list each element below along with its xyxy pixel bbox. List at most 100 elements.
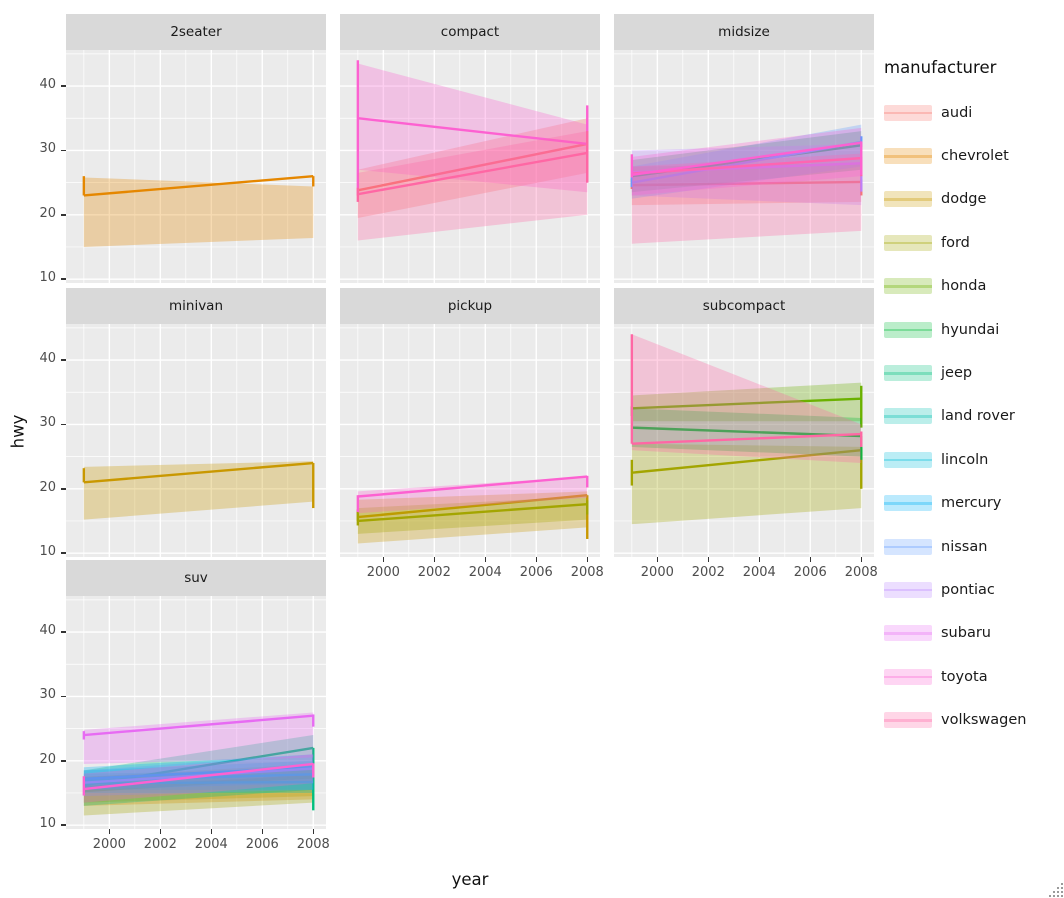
legend-key-lincoln-icon bbox=[884, 451, 932, 468]
x-axis-tick-label: 2000 bbox=[366, 565, 400, 580]
y-axis-tick-mark bbox=[61, 359, 66, 361]
legend-key-line bbox=[884, 632, 932, 635]
legend-items: audi chevrolet dodge ford honda hyundai jeep la… bbox=[884, 91, 1062, 742]
legend-key-jeep-icon bbox=[884, 365, 932, 382]
facet-strip-label: 2seater bbox=[170, 24, 222, 40]
y-axis-tick-mark bbox=[61, 278, 66, 280]
y-axis-tick-label: 20 bbox=[39, 205, 56, 221]
confidence-ribbon-volkswagen bbox=[631, 334, 862, 464]
legend-item-ford: ford bbox=[884, 221, 1062, 264]
legend-item-label: dodge bbox=[941, 191, 987, 208]
legend-key-hyundai-icon bbox=[884, 321, 932, 338]
resize-grip-dot bbox=[1061, 883, 1063, 885]
legend: manufacturer audi chevrolet dodge ford honda… bbox=[884, 58, 1062, 742]
legend-key-line bbox=[884, 372, 932, 375]
trend-line-toyota bbox=[357, 117, 588, 146]
legend-key-line bbox=[884, 285, 932, 288]
confidence-ribbon-dodge bbox=[83, 461, 314, 520]
confidence-ribbon-volkswagen bbox=[631, 153, 862, 244]
confidence-ribbon-chevrolet bbox=[83, 177, 314, 247]
x-axis-tick-label: 2002 bbox=[691, 565, 725, 580]
confidence-ribbon-toyota bbox=[357, 476, 588, 514]
trend-line-ford bbox=[357, 503, 588, 523]
trend-line-toyota bbox=[83, 762, 314, 791]
panel-background bbox=[66, 50, 326, 283]
x-axis-tick-mark bbox=[758, 557, 761, 562]
resize-grip-dot bbox=[1061, 891, 1063, 893]
x-axis-title: year bbox=[451, 870, 489, 889]
legend-key-line bbox=[884, 719, 932, 722]
legend-item-label: pontiac bbox=[941, 581, 995, 598]
y-axis-tick-label: 40 bbox=[39, 77, 56, 93]
y-axis-tick-mark bbox=[61, 149, 66, 152]
facet-panel-2seater bbox=[66, 50, 326, 283]
legend-title: manufacturer bbox=[884, 58, 997, 77]
y-axis-tick-mark bbox=[61, 85, 66, 87]
resize-grip-icon[interactable] bbox=[1049, 883, 1063, 897]
legend-key-line bbox=[884, 502, 932, 505]
x-axis-tick-label: 2004 bbox=[194, 837, 228, 852]
legend-key-pontiac-icon bbox=[884, 581, 932, 598]
legend-item-pontiac: pontiac bbox=[884, 568, 1062, 611]
x-axis-tick-mark bbox=[586, 557, 588, 562]
x-axis-tick-mark bbox=[809, 557, 812, 562]
trend-line-dodge bbox=[357, 494, 588, 519]
legend-key-line bbox=[884, 458, 932, 462]
y-axis-tick-mark bbox=[61, 423, 66, 426]
y-axis-tick-label: 30 bbox=[39, 687, 56, 703]
y-axis-tick-label: 20 bbox=[39, 751, 56, 767]
confidence-ribbon-toyota bbox=[631, 127, 862, 196]
facet-strip-label: suv bbox=[184, 570, 208, 586]
legend-key-subaru-icon bbox=[884, 625, 932, 642]
facet-strip-subcompact: subcompact bbox=[614, 288, 874, 324]
legend-key-toyota-icon bbox=[884, 668, 932, 685]
x-axis-tick-label: 2006 bbox=[793, 565, 827, 580]
trend-line-subaru bbox=[83, 714, 314, 737]
facet-strip-suv: suv bbox=[66, 560, 326, 596]
legend-item-honda: honda bbox=[884, 265, 1062, 308]
legend-key-line bbox=[884, 111, 932, 115]
facet-strip-2seater: 2seater bbox=[66, 14, 326, 50]
trend-line-volkswagen bbox=[357, 151, 588, 196]
y-axis-tick-mark bbox=[61, 552, 66, 554]
legend-key-line bbox=[884, 198, 932, 201]
x-axis-tick-mark bbox=[484, 557, 487, 562]
facet-strip-minivan: minivan bbox=[66, 288, 326, 324]
x-axis-tick-mark bbox=[656, 557, 659, 562]
resize-grip-dot bbox=[1057, 887, 1059, 889]
legend-item-nissan: nissan bbox=[884, 525, 1062, 568]
x-axis-tick-mark bbox=[210, 829, 213, 834]
legend-item-toyota: toyota bbox=[884, 655, 1062, 698]
y-axis-tick-label: 40 bbox=[39, 623, 56, 639]
confidence-ribbon-honda bbox=[631, 382, 862, 422]
resize-grip-dot bbox=[1049, 895, 1051, 897]
legend-key-dodge-icon bbox=[884, 191, 932, 208]
facet-strip-label: minivan bbox=[168, 298, 224, 314]
legend-item-hyundai: hyundai bbox=[884, 308, 1062, 351]
legend-key-chevrolet-icon bbox=[884, 148, 932, 165]
legend-item-label: hyundai bbox=[941, 321, 1000, 338]
legend-key-line bbox=[884, 545, 932, 549]
legend-item-label: lincoln bbox=[941, 451, 989, 468]
legend-key-audi-icon bbox=[884, 104, 932, 121]
legend-item-label: mercury bbox=[941, 495, 1002, 512]
confidence-ribbon-toyota bbox=[83, 754, 314, 803]
legend-item-label: audi bbox=[941, 104, 973, 121]
x-axis-tick-mark bbox=[535, 557, 538, 562]
x-axis-tick-mark bbox=[433, 557, 436, 562]
x-axis-tick-label: 2000 bbox=[640, 565, 674, 580]
facet-panel-midsize bbox=[614, 50, 874, 283]
trend-line-land-rover bbox=[83, 780, 314, 785]
facet-strip-midsize: midsize bbox=[614, 14, 874, 50]
legend-key-line bbox=[884, 328, 932, 332]
legend-key-volkswagen-icon bbox=[884, 712, 932, 729]
resize-grip-dot bbox=[1057, 891, 1059, 893]
trend-line-volkswagen bbox=[631, 156, 862, 175]
trend-line-honda bbox=[631, 397, 862, 410]
legend-key-honda-icon bbox=[884, 278, 932, 295]
x-axis-tick-mark bbox=[860, 557, 862, 562]
legend-item-label: nissan bbox=[941, 538, 988, 555]
legend-key-mercury-icon bbox=[884, 495, 932, 512]
facet-strip-label: subcompact bbox=[702, 298, 786, 314]
